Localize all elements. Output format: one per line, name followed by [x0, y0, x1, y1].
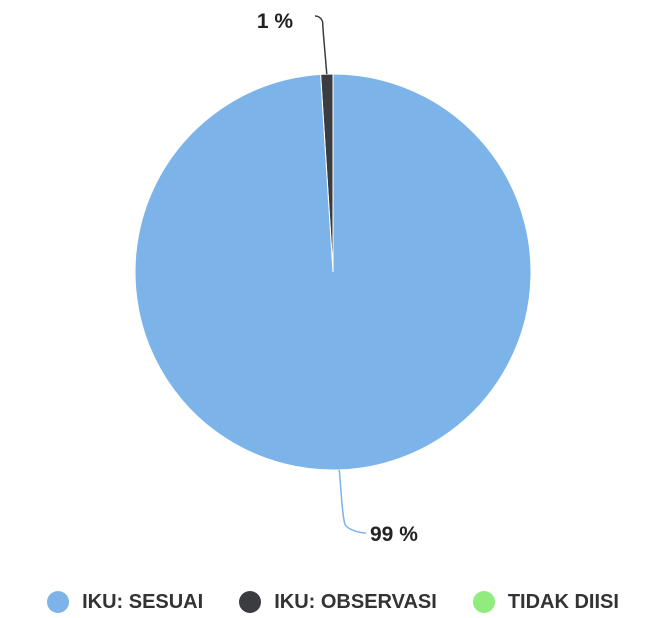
legend-item-iku-observasi[interactable]: IKU: OBSERVASI [239, 591, 437, 614]
legend-item-iku-sesuai[interactable]: IKU: SESUAI [47, 591, 203, 614]
legend-marker-tidak-diisi [472, 591, 495, 613]
chart-legend: IKU: SESUAI IKU: OBSERVASI TIDAK DIISI [0, 586, 666, 618]
legend-label-iku-observasi: IKU: OBSERVASI [274, 590, 437, 613]
legend-label-tidak-diisi: TIDAK DIISI [507, 590, 619, 613]
pie-slice-iku-sesuai[interactable] [134, 73, 532, 471]
data-label-connector-iku-observasi [314, 15, 328, 75]
legend-marker-iku-observasi [239, 591, 262, 613]
legend-marker-iku-sesuai [47, 591, 70, 613]
legend-label-iku-sesuai: IKU: SESUAI [82, 590, 204, 613]
data-label-iku-sesuai: 99 % [370, 523, 418, 546]
data-label-iku-observasi: 1 % [257, 10, 294, 33]
data-label-connector-iku-sesuai [338, 469, 367, 534]
legend-item-tidak-diisi[interactable]: TIDAK DIISI [472, 590, 619, 614]
pie-chart: 1 % 99 % [134, 10, 532, 546]
